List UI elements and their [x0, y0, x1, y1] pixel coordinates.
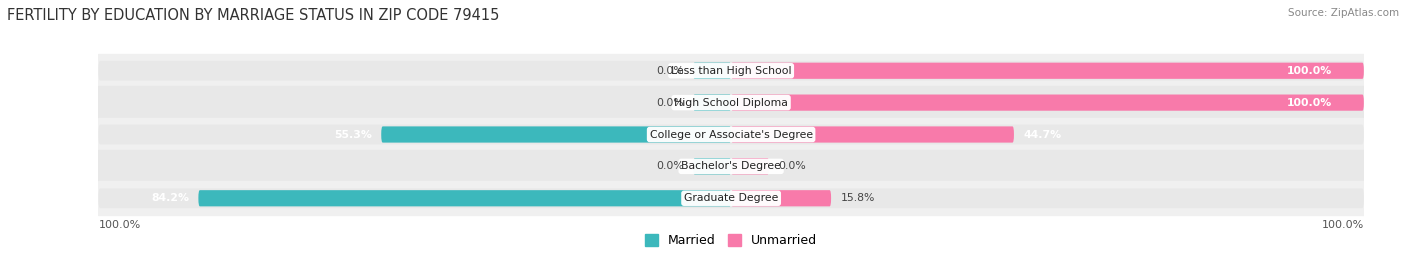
FancyBboxPatch shape — [731, 94, 1364, 111]
FancyBboxPatch shape — [98, 61, 1364, 81]
Text: FERTILITY BY EDUCATION BY MARRIAGE STATUS IN ZIP CODE 79415: FERTILITY BY EDUCATION BY MARRIAGE STATU… — [7, 8, 499, 23]
Text: 44.7%: 44.7% — [1024, 129, 1062, 140]
Text: 0.0%: 0.0% — [779, 161, 806, 171]
FancyBboxPatch shape — [731, 126, 1014, 143]
FancyBboxPatch shape — [731, 158, 769, 175]
Text: 100.0%: 100.0% — [98, 220, 141, 230]
Text: 100.0%: 100.0% — [1322, 220, 1364, 230]
FancyBboxPatch shape — [693, 63, 731, 79]
FancyBboxPatch shape — [98, 188, 1364, 208]
FancyBboxPatch shape — [731, 63, 1364, 79]
Text: College or Associate's Degree: College or Associate's Degree — [650, 129, 813, 140]
Text: Bachelor's Degree: Bachelor's Degree — [681, 161, 782, 171]
FancyBboxPatch shape — [98, 125, 1364, 144]
Text: 0.0%: 0.0% — [657, 161, 683, 171]
Bar — [98, 86, 1364, 119]
Bar — [98, 182, 1364, 215]
Bar — [98, 54, 1364, 87]
Text: High School Diploma: High School Diploma — [675, 98, 787, 108]
FancyBboxPatch shape — [693, 94, 731, 111]
Text: Source: ZipAtlas.com: Source: ZipAtlas.com — [1288, 8, 1399, 18]
Text: 84.2%: 84.2% — [150, 193, 188, 203]
Text: Less than High School: Less than High School — [671, 66, 792, 76]
Text: 55.3%: 55.3% — [333, 129, 371, 140]
FancyBboxPatch shape — [731, 190, 831, 206]
Bar — [98, 150, 1364, 183]
Text: 0.0%: 0.0% — [657, 98, 683, 108]
Text: Graduate Degree: Graduate Degree — [683, 193, 779, 203]
FancyBboxPatch shape — [198, 190, 731, 206]
Text: 100.0%: 100.0% — [1286, 66, 1333, 76]
Text: 0.0%: 0.0% — [657, 66, 683, 76]
Bar — [98, 118, 1364, 151]
FancyBboxPatch shape — [98, 157, 1364, 176]
FancyBboxPatch shape — [381, 126, 731, 143]
Text: 15.8%: 15.8% — [841, 193, 875, 203]
Legend: Married, Unmarried: Married, Unmarried — [640, 229, 823, 252]
Text: 100.0%: 100.0% — [1286, 98, 1333, 108]
FancyBboxPatch shape — [693, 158, 731, 175]
FancyBboxPatch shape — [98, 93, 1364, 112]
